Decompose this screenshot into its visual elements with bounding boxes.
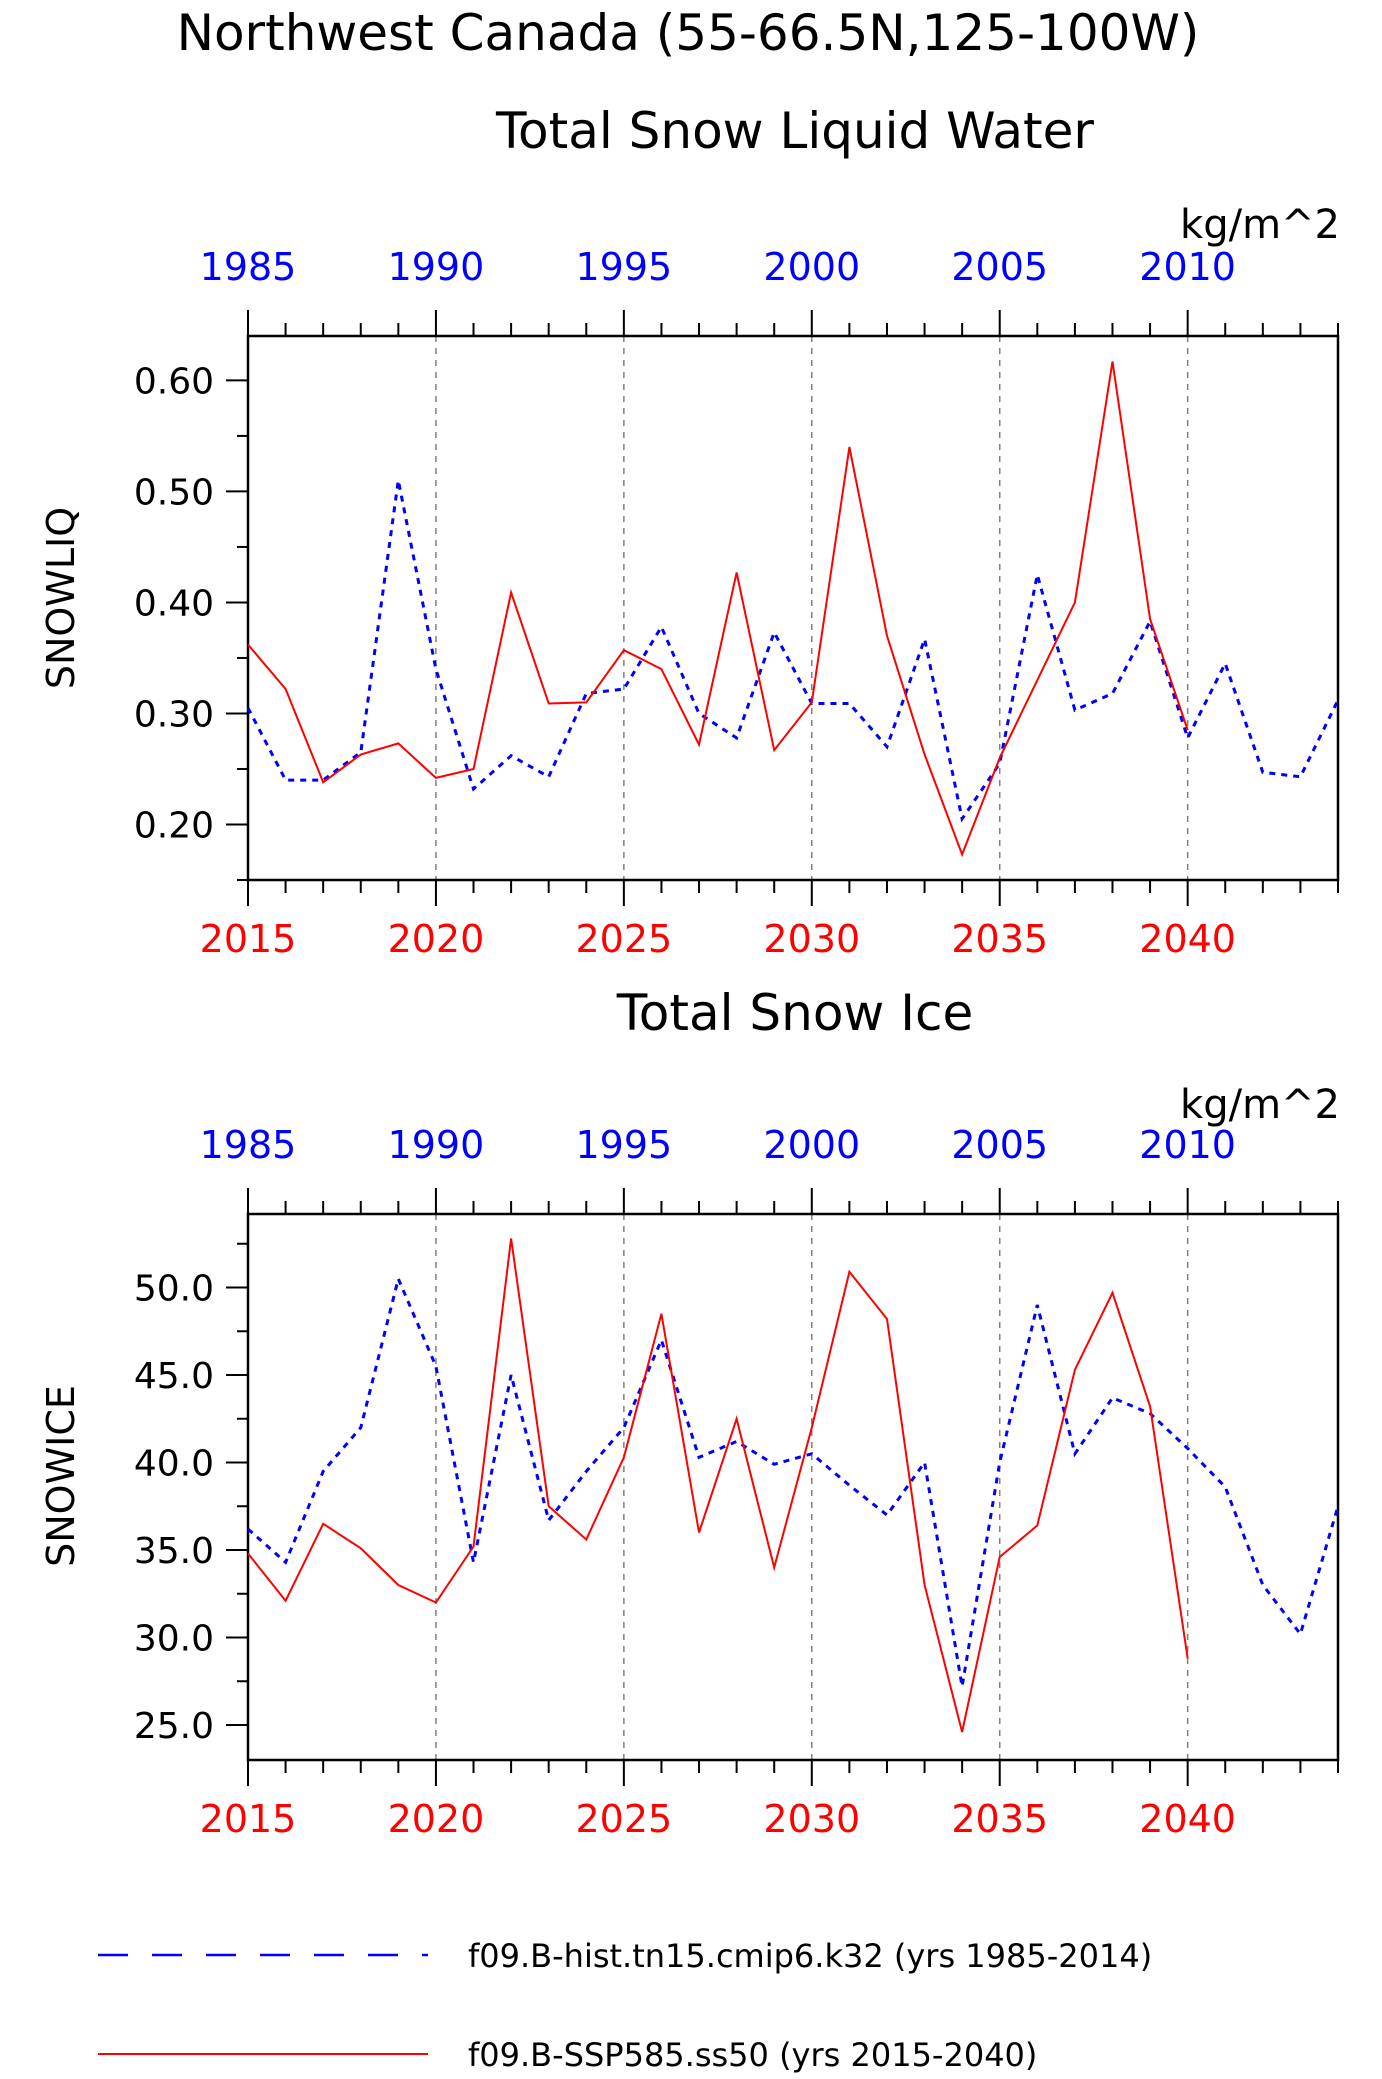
snowliq-ytick-label: 0.50: [134, 472, 214, 513]
snowice-xtick-label-bottom: 2035: [951, 1797, 1048, 1841]
legend-hist-label: f09.B-hist.tn15.cmip6.k32 (yrs 1985-2014…: [468, 1937, 1152, 1975]
snowliq-ytick-label: 0.60: [134, 361, 214, 402]
snowice-xtick-label-top: 1985: [200, 1123, 297, 1167]
snowice-ytick-label: 40.0: [134, 1444, 214, 1485]
snowliq-panel: Total Snow Liquid Water kg/m^2 SNOWLIQ 2…: [39, 102, 1340, 961]
snowliq-ssp-series-line: [247, 361, 1189, 858]
snowice-xtick-label-top: 2000: [763, 1123, 860, 1167]
snowice-xtick-label-bottom: 2015: [200, 1797, 297, 1841]
snowliq-xtick-label-top: 1995: [576, 245, 673, 289]
snowliq-xtick-label-bottom: 2015: [200, 917, 297, 961]
snowliq-xtick-label-bottom: 2025: [576, 917, 673, 961]
snowice-ytick-label: 50.0: [134, 1269, 214, 1310]
snowice-units: kg/m^2: [1180, 1082, 1340, 1128]
snowice-xtick-label-bottom: 2025: [576, 1797, 673, 1841]
snowice-title: Total Snow Ice: [616, 984, 973, 1042]
legend: f09.B-hist.tn15.cmip6.k32 (yrs 1985-2014…: [98, 1937, 1152, 2074]
snowice-panel: Total Snow Ice kg/m^2 SNOWICE 2015 2020 20…: [39, 984, 1340, 1841]
snowliq-xtick-label-bottom: 2035: [951, 917, 1048, 961]
snowliq-units: kg/m^2: [1180, 202, 1340, 248]
snowliq-ytick-label: 0.40: [134, 583, 214, 624]
snowice-hist-series-line: [247, 1274, 1340, 1687]
snowice-xtick-label-top: 2010: [1139, 1123, 1236, 1167]
snowliq-xtick-label-bottom: 2040: [1139, 917, 1236, 961]
snowliq-ylabel: SNOWLIQ: [39, 507, 83, 689]
snowliq-ytick-label: 0.20: [134, 805, 214, 846]
snowice-ylabel: SNOWICE: [39, 1385, 83, 1567]
figure-title: Northwest Canada (55-66.5N,125-100W): [177, 4, 1200, 62]
snowliq-xtick-label-top: 2000: [763, 245, 860, 289]
snowliq-xtick-label-top: 2005: [951, 245, 1048, 289]
snowliq-xtick-label-top: 2010: [1139, 245, 1236, 289]
snowice-frame: [246, 1212, 1340, 1762]
snowice-ssp-series-line: [247, 1238, 1189, 1733]
snowliq-xtick-label-bottom: 2030: [763, 917, 860, 961]
snowice-xtick-label-top: 1995: [576, 1123, 673, 1167]
snowice-ytick-label: 35.0: [134, 1531, 214, 1572]
snowice-ytick-label: 25.0: [134, 1706, 214, 1747]
snowliq-xtick-label-top: 1990: [388, 245, 485, 289]
snowice-xtick-label-bottom: 2030: [763, 1797, 860, 1841]
snowliq-ytick-label: 0.30: [134, 694, 214, 735]
snowliq-xtick-label-top: 1985: [200, 245, 297, 289]
snowice-xtick-label-bottom: 2040: [1139, 1797, 1236, 1841]
snowice-ytick-label: 30.0: [134, 1619, 214, 1660]
snowice-xtick-label-top: 2005: [951, 1123, 1048, 1167]
snowliq-title: Total Snow Liquid Water: [495, 102, 1094, 160]
snowliq-xtick-label-bottom: 2020: [388, 917, 485, 961]
snowliq-hist-series-line: [246, 480, 1340, 823]
snowice-xtick-label-bottom: 2020: [388, 1797, 485, 1841]
snowice-xtick-label-top: 1990: [388, 1123, 485, 1167]
snowice-ytick-label: 45.0: [134, 1356, 214, 1397]
legend-ssp-label: f09.B-SSP585.ss50 (yrs 2015-2040): [468, 2036, 1037, 2074]
snowliq-frame: [246, 334, 1340, 882]
